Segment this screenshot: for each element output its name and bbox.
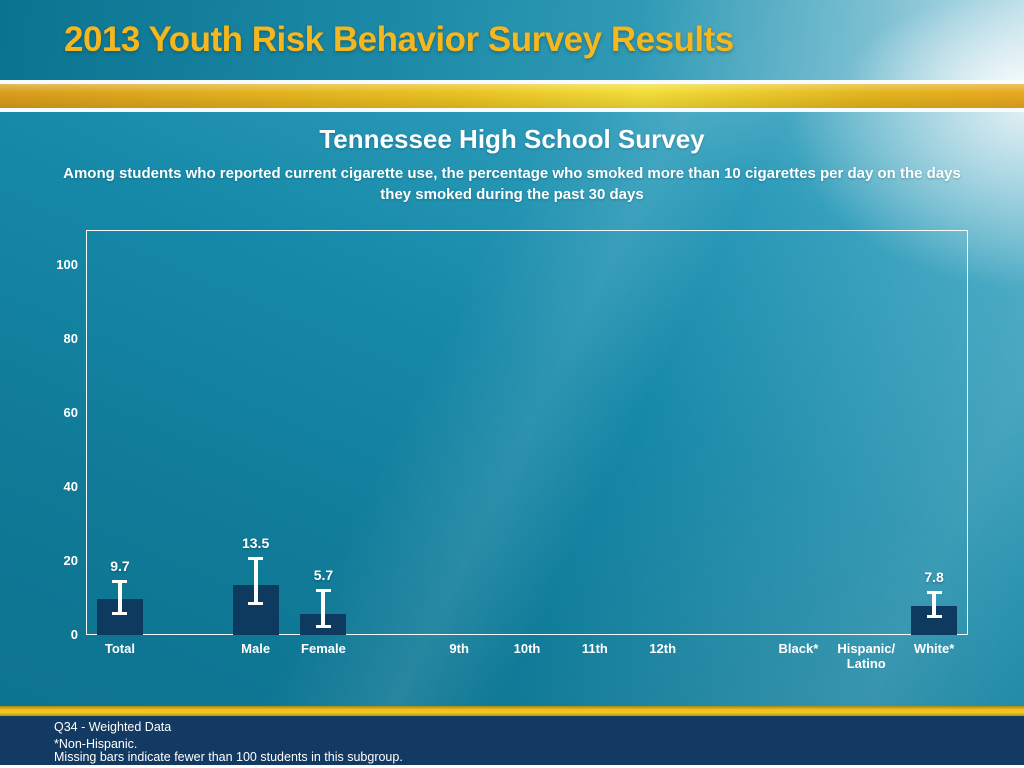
header-gold-bar (0, 84, 1024, 108)
slide-header: 2013 Youth Risk Behavior Survey Results (0, 0, 1024, 80)
chart-subtitle: Among students who reported current ciga… (63, 165, 961, 203)
header-divider-white-top (0, 80, 1024, 84)
bottom-edge-strip (0, 765, 1024, 768)
chart-title: Tennessee High School Survey (319, 124, 705, 154)
footer-note-missing-bars: Missing bars indicate fewer than 100 stu… (54, 750, 403, 764)
footer-gold-bar (0, 706, 1024, 716)
slide-title: 2013 Youth Risk Behavior Survey Results (64, 20, 734, 59)
footer-question-label: Q34 - Weighted Data (54, 720, 172, 734)
header-divider-white-bottom (0, 108, 1024, 112)
footer-note-non-hispanic: *Non-Hispanic. (54, 737, 138, 751)
footer: Q34 - Weighted Data *Non-Hispanic. Missi… (0, 716, 1024, 765)
slide-body-background (0, 112, 1024, 706)
plot-area (86, 230, 968, 635)
